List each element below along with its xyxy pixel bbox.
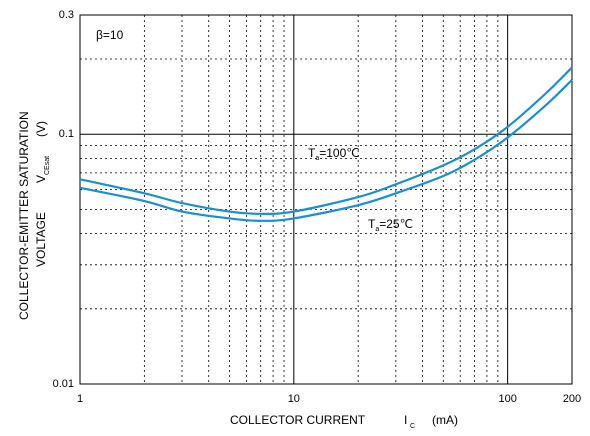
series-label-rest: =25℃ bbox=[379, 217, 413, 231]
tick-labels: 1 10 100 200 0.01 0.1 0.3 bbox=[53, 9, 582, 405]
y-axis-unit: (V) bbox=[34, 121, 48, 137]
x-tick-label: 100 bbox=[498, 393, 516, 405]
series-layer bbox=[79, 66, 573, 222]
y-axis-symbol: V bbox=[34, 175, 48, 183]
y-tick-label: 0.01 bbox=[53, 378, 74, 390]
plot-frame bbox=[79, 14, 573, 385]
series-label-sub: a bbox=[315, 155, 319, 162]
y-axis-symbol-sub: CEsat bbox=[44, 156, 51, 175]
series-label-sub: a bbox=[375, 226, 379, 233]
x-axis-symbol-sub: C bbox=[410, 423, 415, 430]
series-line-0 bbox=[79, 66, 573, 215]
x-axis-title-main: COLLECTOR CURRENT bbox=[230, 413, 366, 427]
series-label-symbol: T bbox=[368, 217, 376, 231]
svg-text:Ta=25℃: Ta=25℃ bbox=[368, 217, 413, 233]
y-tick-label: 0.1 bbox=[59, 128, 74, 140]
series-label-100c: Ta=100℃ bbox=[308, 146, 360, 162]
x-axis-symbol: I bbox=[404, 413, 407, 427]
condition-label: β=10 bbox=[96, 28, 124, 42]
x-axis-unit: (mA) bbox=[432, 413, 458, 427]
x-tick-label: 10 bbox=[288, 393, 300, 405]
x-axis-title: COLLECTOR CURRENT I C (mA) bbox=[230, 413, 458, 430]
series-label-rest: =100℃ bbox=[319, 146, 360, 160]
y-axis-title-line1: COLLECTOR-EMITTER SATURATION bbox=[17, 111, 31, 320]
svg-text:Ta=100℃: Ta=100℃ bbox=[308, 146, 360, 162]
series-label-symbol: T bbox=[308, 146, 316, 160]
grid bbox=[80, 15, 572, 384]
y-axis-title: COLLECTOR-EMITTER SATURATION VOLTAGE V C… bbox=[17, 111, 51, 320]
series-line-1 bbox=[79, 79, 573, 222]
x-tick-label: 1 bbox=[77, 393, 83, 405]
series-label-25c: Ta=25℃ bbox=[368, 217, 413, 233]
y-tick-label: 0.3 bbox=[59, 9, 74, 21]
x-tick-label: 200 bbox=[563, 393, 581, 405]
y-axis-title-line2: VOLTAGE bbox=[34, 212, 48, 267]
